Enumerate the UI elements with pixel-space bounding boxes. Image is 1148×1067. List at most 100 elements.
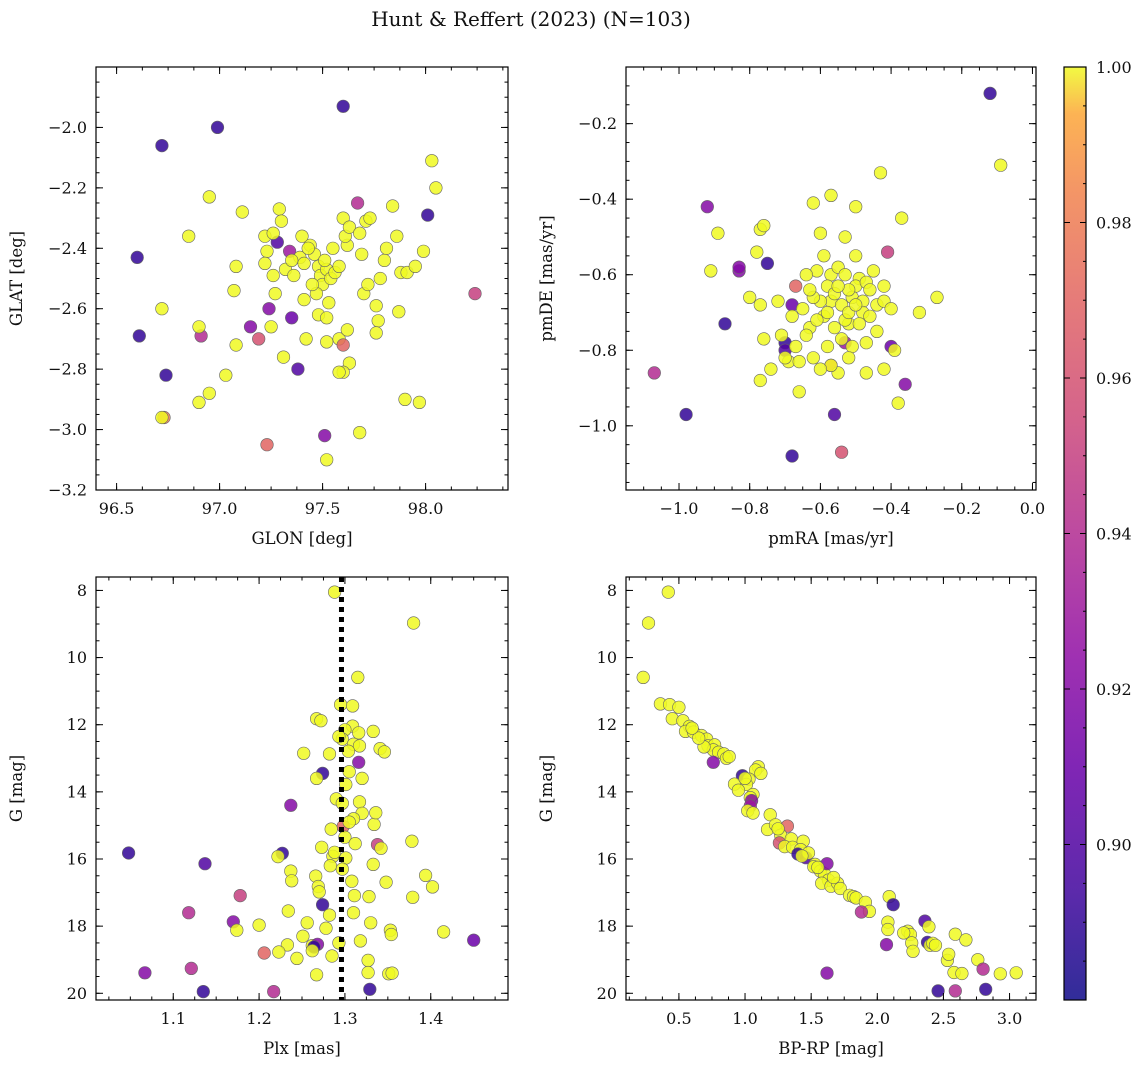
x-tick-label: 1.0: [732, 1009, 757, 1028]
data-point: [229, 259, 243, 274]
data-point: [877, 279, 891, 293]
data-point: [796, 302, 810, 316]
data-point: [314, 714, 328, 728]
data-point: [879, 937, 894, 952]
data-point: [760, 256, 775, 271]
data-point: [266, 226, 280, 240]
data-point: [912, 305, 927, 320]
data-point: [159, 368, 173, 382]
data-point: [826, 870, 841, 885]
colorbar-tick-label: 0.90: [1096, 836, 1132, 855]
data-point: [817, 249, 831, 263]
data-point: [363, 982, 377, 996]
data-point: [319, 921, 333, 935]
data-point: [881, 922, 895, 937]
x-tick-label: −0.8: [730, 499, 769, 518]
data-point: [322, 747, 337, 761]
data-point: [385, 966, 399, 980]
data-point: [842, 351, 856, 365]
data-point: [838, 230, 852, 244]
data-point: [325, 949, 339, 963]
data-point: [854, 905, 869, 919]
data-point: [672, 700, 686, 714]
y-tick-label: 16: [597, 850, 617, 869]
data-point: [425, 154, 439, 168]
data-point: [318, 253, 332, 267]
x-tick-label: 97.5: [305, 499, 341, 518]
data-point: [877, 362, 891, 376]
data-point: [322, 908, 337, 922]
data-point: [795, 849, 809, 863]
data-point: [192, 320, 206, 334]
data-point: [297, 293, 311, 307]
panel-plx-g: 1.1 1.2 1.3 1.4 8 10 12 14 16 18 20 Plx [mas] G [mag…: [7, 576, 509, 1058]
data-point: [345, 874, 359, 888]
data-point: [408, 259, 422, 274]
data-point: [257, 946, 271, 960]
data-point: [425, 880, 440, 894]
data-point: [363, 211, 377, 225]
data-point: [377, 745, 392, 759]
x-tick-label: 96.5: [99, 499, 135, 518]
data-point: [685, 721, 699, 735]
data-point: [692, 731, 706, 745]
data-point: [930, 290, 944, 305]
data-point: [202, 190, 216, 204]
x-tick-label: 0.5: [666, 1009, 691, 1028]
data-point: [271, 849, 285, 864]
data-point: [764, 362, 778, 376]
data-point: [895, 211, 909, 225]
data-point: [849, 200, 863, 214]
data-point: [771, 294, 785, 308]
x-tick-label: 1.4: [418, 1009, 443, 1028]
y-tick-label: −2.2: [48, 178, 87, 197]
data-point: [416, 244, 431, 258]
data-point: [771, 822, 785, 836]
data-point: [366, 857, 380, 872]
x-tick-label: 3.0: [997, 1009, 1022, 1028]
data-point: [959, 933, 973, 947]
x-axis-label: pmRA [mas/yr]: [768, 529, 893, 548]
y-tick-label: 20: [67, 984, 87, 1003]
x-tick-label: −0.6: [801, 499, 840, 518]
data-point: [369, 806, 383, 820]
data-point: [130, 250, 144, 264]
data-point: [750, 245, 764, 259]
data-point: [336, 338, 350, 352]
y-tick-label: −2.8: [48, 360, 87, 379]
y-tick-label: 14: [597, 782, 617, 801]
data-point: [379, 875, 393, 889]
data-point: [746, 806, 760, 820]
data-point: [976, 962, 990, 976]
data-point: [753, 298, 767, 312]
data-point: [955, 966, 969, 981]
data-point: [706, 755, 720, 769]
y-tick-label: −1.0: [578, 416, 617, 435]
data-point: [272, 945, 286, 959]
data-point: [322, 296, 336, 310]
data-point: [379, 241, 394, 255]
data-point: [467, 933, 481, 947]
panel-bprp-g: 0.5 1.0 1.5 2.0 2.5 3.0 8 10 12 14 16 18 20 BP-RP [ma…: [537, 576, 1037, 1058]
data-point: [374, 841, 388, 855]
data-point: [887, 343, 902, 357]
data-point: [340, 323, 354, 337]
data-point: [300, 916, 314, 930]
data-point: [979, 982, 993, 996]
data-point: [897, 926, 911, 940]
data-point: [806, 196, 820, 210]
data-point: [297, 746, 311, 760]
data-point: [948, 927, 962, 941]
data-point: [880, 245, 895, 259]
data-point: [863, 309, 877, 323]
data-point: [813, 226, 828, 240]
data-point: [820, 339, 835, 354]
data-point: [312, 885, 326, 899]
data-point: [661, 585, 675, 599]
data-point: [342, 815, 356, 829]
data-point: [371, 314, 385, 328]
colorbar-tick-label: 1.00: [1096, 58, 1132, 77]
data-point: [392, 305, 406, 319]
data-point: [810, 313, 824, 327]
data-point: [711, 226, 725, 240]
